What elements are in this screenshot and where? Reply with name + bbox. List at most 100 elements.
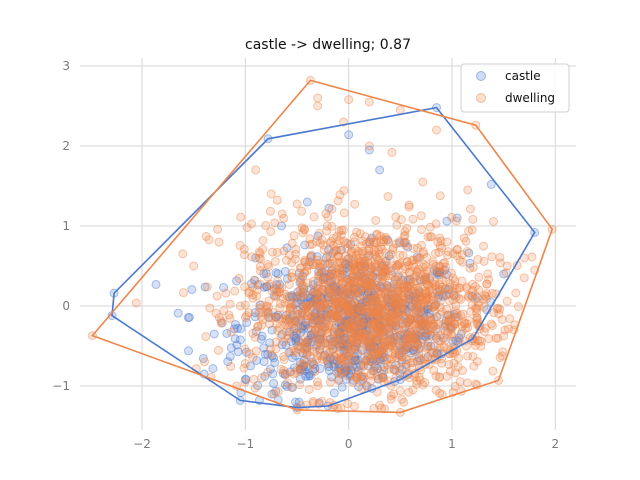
data-point (251, 346, 261, 356)
data-point (296, 328, 306, 338)
data-point (416, 295, 426, 305)
data-point (360, 318, 370, 328)
data-point (299, 281, 309, 291)
data-point (379, 362, 389, 372)
data-point (379, 261, 389, 271)
data-point (365, 343, 375, 353)
data-point (519, 273, 529, 283)
data-point (421, 272, 431, 282)
data-point (295, 263, 305, 273)
data-point (339, 290, 349, 300)
data-point (236, 212, 246, 222)
data-point (408, 291, 418, 301)
data-point (400, 226, 410, 236)
data-point (300, 225, 310, 235)
data-point (307, 325, 317, 335)
data-point (375, 303, 385, 313)
data-point (251, 253, 261, 263)
data-point (409, 345, 419, 355)
data-point (356, 283, 366, 293)
data-point (452, 284, 462, 294)
data-point (377, 331, 387, 341)
data-point (380, 263, 390, 273)
data-point (360, 255, 370, 265)
data-point (410, 296, 420, 306)
data-point (386, 354, 396, 364)
data-point (324, 362, 334, 372)
data-point (398, 330, 408, 340)
data-point (252, 291, 262, 301)
data-point (380, 256, 390, 266)
data-point (389, 389, 399, 399)
data-point (354, 302, 364, 312)
data-point (325, 258, 335, 268)
data-point (420, 331, 430, 341)
data-point (339, 208, 349, 218)
data-point (407, 282, 417, 292)
data-point (359, 300, 369, 310)
data-point (341, 238, 351, 248)
data-point (344, 305, 354, 315)
data-point (401, 238, 411, 248)
data-point (398, 275, 408, 285)
data-point (372, 336, 382, 346)
data-point (382, 280, 392, 290)
data-point (271, 312, 281, 322)
data-point (350, 316, 360, 326)
data-point (437, 358, 447, 368)
data-point (361, 284, 371, 294)
data-point (411, 314, 421, 324)
data-point (422, 329, 432, 339)
data-point (327, 340, 337, 350)
data-point (382, 281, 392, 291)
data-point (285, 367, 295, 377)
data-point (438, 266, 448, 276)
data-point (419, 307, 429, 317)
data-point (366, 370, 376, 380)
data-point (406, 315, 416, 325)
data-point (390, 309, 400, 319)
data-point (358, 297, 368, 307)
data-point (331, 310, 341, 320)
data-point (435, 267, 445, 277)
data-point (444, 360, 454, 370)
data-point (401, 241, 411, 251)
data-point (482, 289, 492, 299)
data-point (340, 300, 350, 310)
data-point (495, 252, 505, 262)
data-point (377, 341, 387, 351)
data-point (259, 282, 269, 292)
data-point (313, 351, 323, 361)
data-point (267, 325, 277, 335)
data-point (345, 281, 355, 291)
data-point (441, 290, 451, 300)
data-point (184, 312, 194, 322)
data-point (408, 345, 418, 355)
data-point (329, 337, 339, 347)
data-point (280, 369, 290, 379)
data-point (290, 300, 300, 310)
data-point (421, 296, 431, 306)
data-point (385, 342, 395, 352)
data-point (361, 303, 371, 313)
data-point (366, 279, 376, 289)
data-point (230, 286, 240, 296)
data-point (353, 348, 363, 358)
data-point (384, 271, 394, 281)
data-point (291, 334, 301, 344)
data-point (319, 323, 329, 333)
data-point (338, 316, 348, 326)
data-point (348, 361, 358, 371)
data-point (353, 331, 363, 341)
data-point (348, 375, 358, 385)
data-point (382, 355, 392, 365)
data-point (308, 280, 318, 290)
data-point (426, 282, 436, 292)
convex-hulls (91, 79, 554, 414)
data-point (349, 317, 359, 327)
data-point (342, 299, 352, 309)
data-point (248, 293, 258, 303)
data-point (390, 292, 400, 302)
data-point (381, 264, 391, 274)
data-point (198, 353, 208, 363)
